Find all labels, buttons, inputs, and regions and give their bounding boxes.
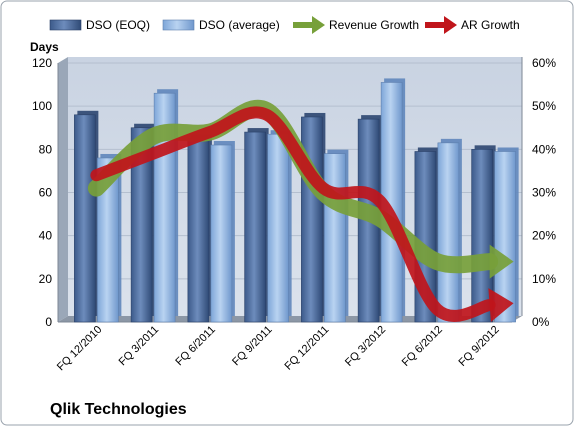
- growth-arrow-head: [488, 288, 514, 322]
- y2-tick-label: 20%: [532, 229, 556, 243]
- bar: [324, 153, 346, 323]
- y-tick-label: 100: [32, 99, 52, 113]
- y2-tick-label: 0%: [532, 315, 550, 329]
- bar: [437, 142, 460, 323]
- y-tick-label: 120: [32, 56, 52, 70]
- y2-tick-label: 50%: [532, 99, 556, 113]
- legend-swatch-arrow: [444, 16, 457, 34]
- y-tick-label: 20: [39, 272, 53, 286]
- plot-wall-side: [58, 57, 68, 322]
- y-tick-label: 80: [39, 142, 53, 156]
- y-tick-label: 40: [39, 229, 53, 243]
- bar: [74, 114, 96, 323]
- company-label: Qlik Technologies: [50, 401, 187, 418]
- bar: [244, 131, 266, 323]
- legend: DSO (EOQ) DSO (average) Revenue Growth AR G…: [49, 16, 520, 34]
- legend-swatch: [162, 19, 195, 31]
- bar: [471, 149, 493, 323]
- y2-tick-label: 60%: [532, 56, 556, 70]
- bar: [97, 157, 119, 323]
- y-axis-title: Days: [30, 40, 59, 54]
- growth-arrow-head: [489, 244, 514, 279]
- y2-tick-label: 10%: [532, 272, 556, 286]
- legend-swatch: [49, 19, 82, 31]
- legend-label: Revenue Growth: [329, 18, 419, 32]
- bar: [130, 127, 153, 323]
- y2-tick-label: 30%: [532, 186, 556, 200]
- growth-line: [90, 106, 496, 322]
- legend-label: DSO (EOQ): [86, 18, 150, 32]
- bar: [301, 116, 323, 323]
- legend-label: AR Growth: [461, 18, 520, 32]
- y-tick-label: 60: [39, 186, 53, 200]
- right-axis: 0% 10% 20% 30% 40% 50% 60%: [521, 56, 556, 329]
- growth-lines: [87, 99, 514, 322]
- legend-label: DSO (average): [199, 18, 280, 32]
- bar: [210, 144, 233, 323]
- y-tick-label: 0: [45, 315, 52, 329]
- y2-tick-label: 40%: [532, 142, 556, 156]
- bar: [187, 138, 210, 323]
- bar: [494, 151, 516, 323]
- legend-swatch-arrow: [312, 16, 325, 34]
- bar: [267, 133, 289, 323]
